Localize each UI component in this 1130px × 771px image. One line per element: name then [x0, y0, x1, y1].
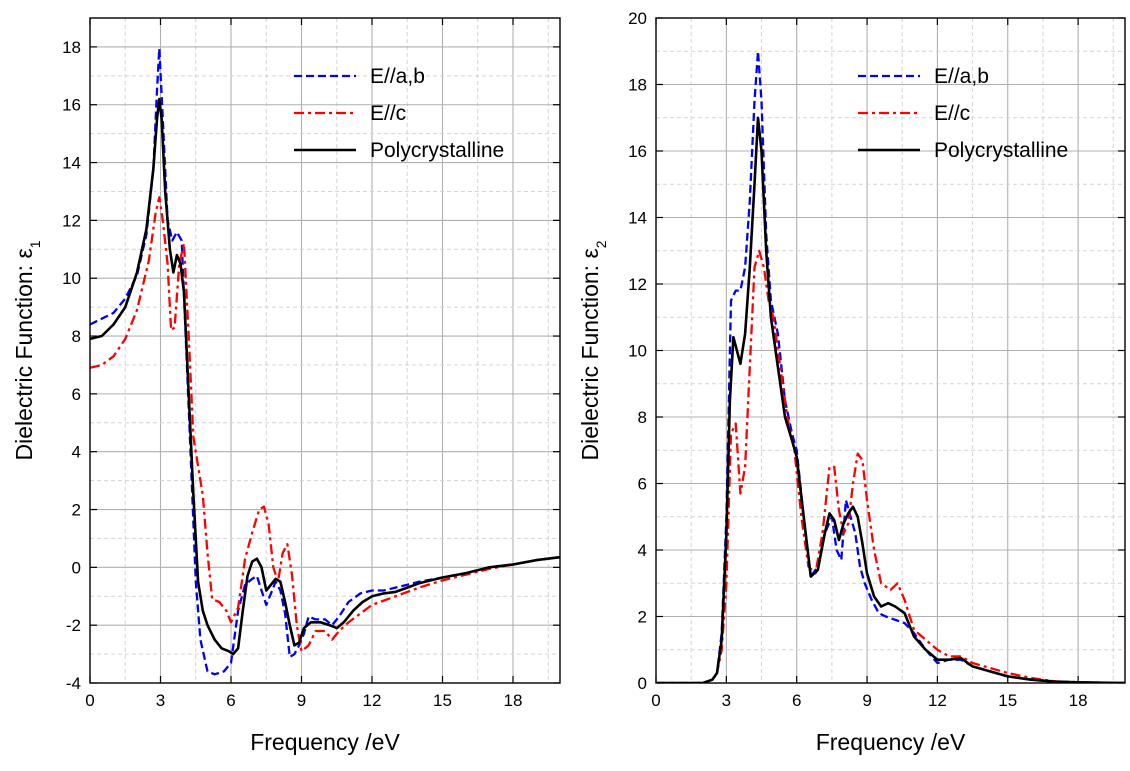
y-tick-label: 18 [62, 38, 81, 57]
y-tick-label: 6 [638, 475, 647, 494]
x-tick-label: 18 [504, 691, 523, 710]
y-tick-label: -2 [66, 616, 81, 635]
y-tick-label: 18 [628, 76, 647, 95]
y-tick-label: 0 [638, 674, 647, 693]
x-tick-label: 18 [1069, 691, 1088, 710]
x-tick-label: 9 [862, 691, 871, 710]
y-tick-label: 16 [628, 142, 647, 161]
y-tick-label: 8 [72, 327, 81, 346]
x-tick-label: 3 [156, 691, 165, 710]
legend: E//a,b E//c Polycrystalline [858, 65, 1068, 162]
y-tick-label: 14 [62, 154, 81, 173]
y-tick-label: 16 [62, 96, 81, 115]
y-tick-label: -4 [66, 674, 81, 693]
series-line-3 [656, 116, 1125, 683]
chart-panel-2: 0 3 6 9 12 15 18 0 2 4 6 8 10 12 14 16 18 20 Frequency /eV… [577, 9, 1126, 755]
x-tick-label: 6 [792, 691, 801, 710]
y-tick-label: 6 [72, 385, 81, 404]
x-tick-label: 12 [363, 691, 382, 710]
y-tick-label: 8 [638, 408, 647, 427]
y-tick-label: 4 [638, 541, 647, 560]
legend-label-2: E//c [934, 102, 970, 125]
x-axis-label: Frequency /eV [250, 729, 400, 755]
x-tick-label: 0 [651, 691, 660, 710]
legend-label-3: Polycrystalline [370, 139, 504, 162]
y-tick-label: 12 [62, 211, 81, 230]
y-axis-label-text: Dielectric Function: ε [11, 248, 37, 460]
series-line-2 [656, 249, 1125, 683]
chart-panel-1: 0 3 6 9 12 15 18 -4 -2 0 2 4 6 8 10 12 14 16 18 Frequency /… [11, 17, 561, 755]
y-tick-label: 10 [62, 269, 81, 288]
y-tick-label: 2 [72, 501, 81, 520]
x-tick-label: 0 [85, 691, 94, 710]
x-tick-label: 15 [998, 691, 1017, 710]
x-tick-label: 9 [297, 691, 306, 710]
y-axis-label-text: Dielectric Function: ε [577, 248, 603, 460]
x-tick-label: 6 [226, 691, 235, 710]
x-axis-label: Frequency /eV [816, 729, 966, 755]
y-tick-label: 2 [638, 608, 647, 627]
x-tick-label: 12 [928, 691, 947, 710]
legend-label-2: E//c [370, 102, 406, 125]
series-line-3 [90, 97, 560, 656]
y-axis-label: Dielectric Function: ε1 [11, 240, 43, 460]
legend-label-1: E//a,b [934, 65, 989, 88]
y-tick-label: 12 [628, 275, 647, 294]
y-axis-label-subscript: 1 [27, 240, 43, 248]
legend: E//a,b E//c Polycrystalline [294, 65, 504, 162]
x-tick-label: 15 [433, 691, 452, 710]
y-tick-label: 20 [628, 9, 647, 28]
y-axis-label-subscript: 2 [593, 240, 609, 248]
y-tick-label: 10 [628, 342, 647, 361]
y-axis-label: Dielectric Function: ε2 [577, 240, 609, 460]
series-line-2 [90, 196, 560, 653]
legend-label-3: Polycrystalline [934, 139, 1068, 162]
plot-frame [89, 17, 561, 684]
y-tick-label: 14 [628, 209, 647, 228]
y-tick-label: 0 [72, 558, 81, 577]
x-tick-label: 3 [722, 691, 731, 710]
y-tick-label: 4 [72, 443, 81, 462]
legend-label-1: E//a,b [370, 65, 425, 88]
